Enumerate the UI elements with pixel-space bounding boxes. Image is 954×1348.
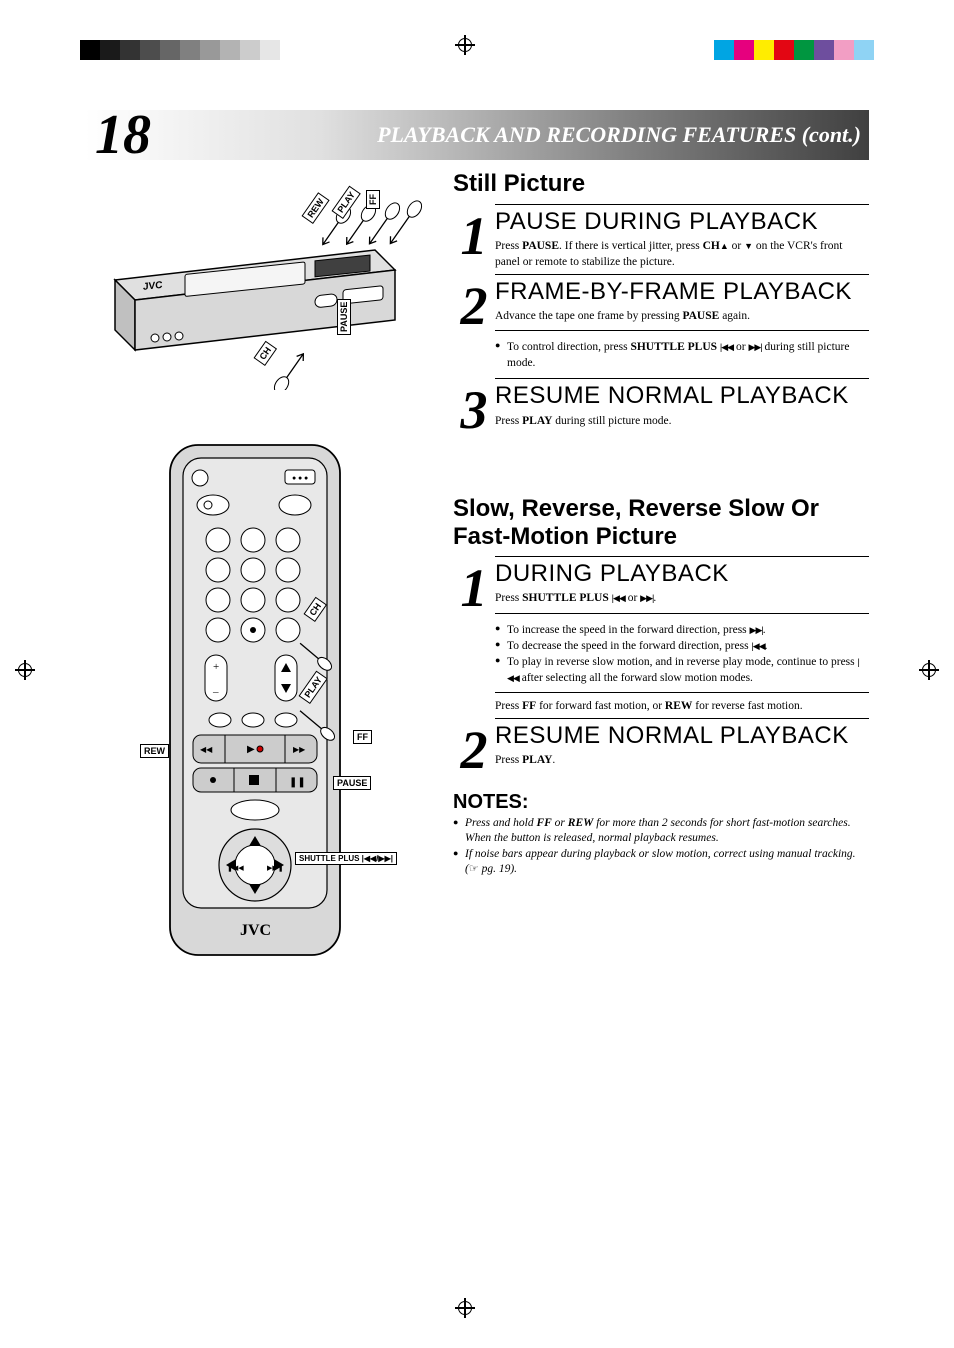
step-bullet: To control direction, press SHUTTLE PLUS… [495, 339, 869, 371]
still-step-2: 2FRAME-BY-FRAME PLAYBACK Advance the tape… [453, 274, 869, 374]
step-number: 2 [453, 718, 495, 775]
svg-text:▶: ▶ [247, 744, 255, 755]
notes-item: If noise bars appear during playback or … [453, 847, 869, 878]
svg-text:● ● ●: ● ● ● [292, 474, 308, 482]
svg-text:–: – [212, 686, 219, 698]
slow-motion-title: Slow, Reverse, Reverse Slow Or Fast-Moti… [453, 495, 869, 550]
remote-callout-shuttle: SHUTTLE PLUS |◀◀/▶▶| [295, 852, 397, 865]
step-heading: PAUSE DURING PLAYBACK [495, 209, 869, 234]
page-title: PLAYBACK AND RECORDING FEATURES (cont.) [377, 122, 861, 148]
remote-callout-ff: FF [353, 730, 372, 744]
left-crosshair [15, 660, 35, 680]
bottom-crosshair [455, 1298, 475, 1318]
svg-text:❚◀◀: ❚◀◀ [227, 864, 244, 872]
remote-callout-rew: REW [140, 744, 169, 758]
step-bullet: To increase the speed in the forward dir… [495, 622, 869, 638]
step-number: 1 [453, 556, 495, 613]
step-heading: FRAME-BY-FRAME PLAYBACK [495, 279, 869, 304]
still-step-1: 1PAUSE DURING PLAYBACK Press PAUSE. If th… [453, 204, 869, 270]
step-bullet: To play in reverse slow motion, and in r… [495, 654, 869, 686]
step-heading: RESUME NORMAL PLAYBACK [495, 383, 869, 408]
page-header: 18 PLAYBACK AND RECORDING FEATURES (cont… [85, 110, 869, 160]
svg-text:JVC: JVC [143, 280, 162, 293]
vcr-callout-pause: PAUSE [337, 299, 351, 335]
remote-illustration: ● ● ● + – [85, 440, 425, 960]
step-text: Press PLAY. [495, 752, 869, 768]
still-picture-title: Still Picture [453, 170, 869, 198]
center-crosshair [455, 35, 475, 55]
step-heading: DURING PLAYBACK [495, 561, 869, 586]
step-bullet: To decrease the speed in the forward dir… [495, 638, 869, 654]
svg-text:JVC: JVC [240, 922, 271, 939]
step-text: Press SHUTTLE PLUS or . [495, 590, 869, 606]
notes-list: Press and hold FF or REW for more than 2… [453, 816, 869, 878]
registration-strip [0, 40, 954, 70]
svg-text:❚❚: ❚❚ [289, 777, 306, 788]
svg-text:▶▶❚: ▶▶❚ [267, 864, 284, 872]
vcr-illustration: JVC REW PLAY FF CH PAUSE [85, 190, 425, 390]
step-text: Press PAUSE. If there is vertical jitter… [495, 238, 869, 270]
svg-text:▶▶: ▶▶ [293, 745, 306, 754]
page-number: 18 [95, 103, 151, 167]
right-crosshair [919, 660, 939, 680]
slow-step-2: 2RESUME NORMAL PLAYBACK Press PLAY. [453, 718, 869, 775]
step-heading: RESUME NORMAL PLAYBACK [495, 723, 869, 748]
step-number: 2 [453, 274, 495, 331]
gray-swatches [80, 40, 280, 65]
step-number: 3 [453, 378, 495, 435]
step-post-text: Press FF for forward fast motion, or REW… [495, 692, 869, 714]
still-step-3: 3RESUME NORMAL PLAYBACK Press PLAY during… [453, 378, 869, 435]
vcr-callout-ff: FF [366, 190, 380, 209]
svg-text:+: + [213, 661, 219, 673]
color-swatches [714, 40, 874, 65]
remote-callout-pause: PAUSE [333, 776, 371, 790]
svg-text:◀◀: ◀◀ [200, 745, 213, 754]
notes-item: Press and hold FF or REW for more than 2… [453, 816, 869, 847]
step-text: Advance the tape one frame by pressing P… [495, 308, 869, 324]
step-number: 1 [453, 204, 495, 261]
step-text: Press PLAY during still picture mode. [495, 413, 869, 429]
slow-step-1: 1DURING PLAYBACK Press SHUTTLE PLUS or . T… [453, 556, 869, 714]
notes-title: NOTES: [453, 791, 869, 814]
